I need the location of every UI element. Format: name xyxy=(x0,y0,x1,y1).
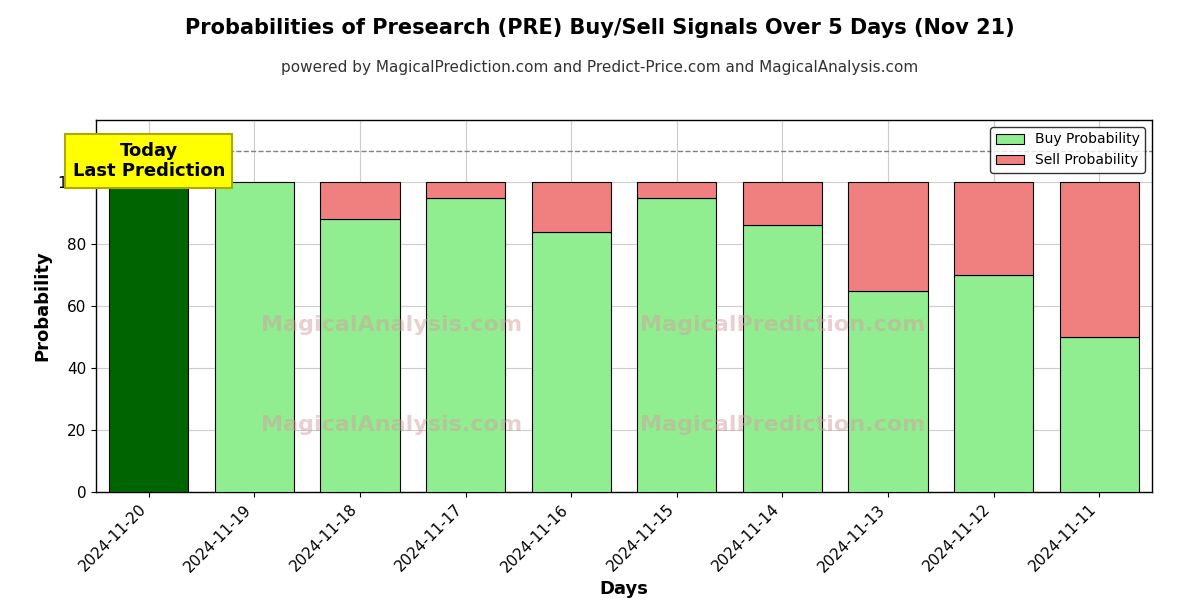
Bar xyxy=(320,182,400,219)
Y-axis label: Probability: Probability xyxy=(34,251,52,361)
Bar xyxy=(532,232,611,492)
Text: MagicalAnalysis.com: MagicalAnalysis.com xyxy=(262,314,522,335)
Bar xyxy=(954,275,1033,492)
Bar xyxy=(426,197,505,492)
Text: Today
Last Prediction: Today Last Prediction xyxy=(73,142,224,181)
Bar xyxy=(637,197,716,492)
X-axis label: Days: Days xyxy=(600,580,648,598)
Text: powered by MagicalPrediction.com and Predict-Price.com and MagicalAnalysis.com: powered by MagicalPrediction.com and Pre… xyxy=(281,60,919,75)
Bar xyxy=(1060,182,1139,337)
Bar xyxy=(320,219,400,492)
Bar xyxy=(743,182,822,226)
Bar xyxy=(215,182,294,492)
Bar xyxy=(1060,337,1139,492)
Bar xyxy=(532,182,611,232)
Text: MagicalAnalysis.com: MagicalAnalysis.com xyxy=(262,415,522,435)
Bar xyxy=(109,182,188,492)
Bar xyxy=(848,182,928,290)
Bar xyxy=(426,182,505,197)
Legend: Buy Probability, Sell Probability: Buy Probability, Sell Probability xyxy=(990,127,1145,173)
Bar xyxy=(743,226,822,492)
Text: MagicalPrediction.com: MagicalPrediction.com xyxy=(640,314,925,335)
Bar xyxy=(637,182,716,197)
Bar xyxy=(954,182,1033,275)
Text: MagicalPrediction.com: MagicalPrediction.com xyxy=(640,415,925,435)
Text: Probabilities of Presearch (PRE) Buy/Sell Signals Over 5 Days (Nov 21): Probabilities of Presearch (PRE) Buy/Sel… xyxy=(185,18,1015,38)
Bar xyxy=(848,290,928,492)
